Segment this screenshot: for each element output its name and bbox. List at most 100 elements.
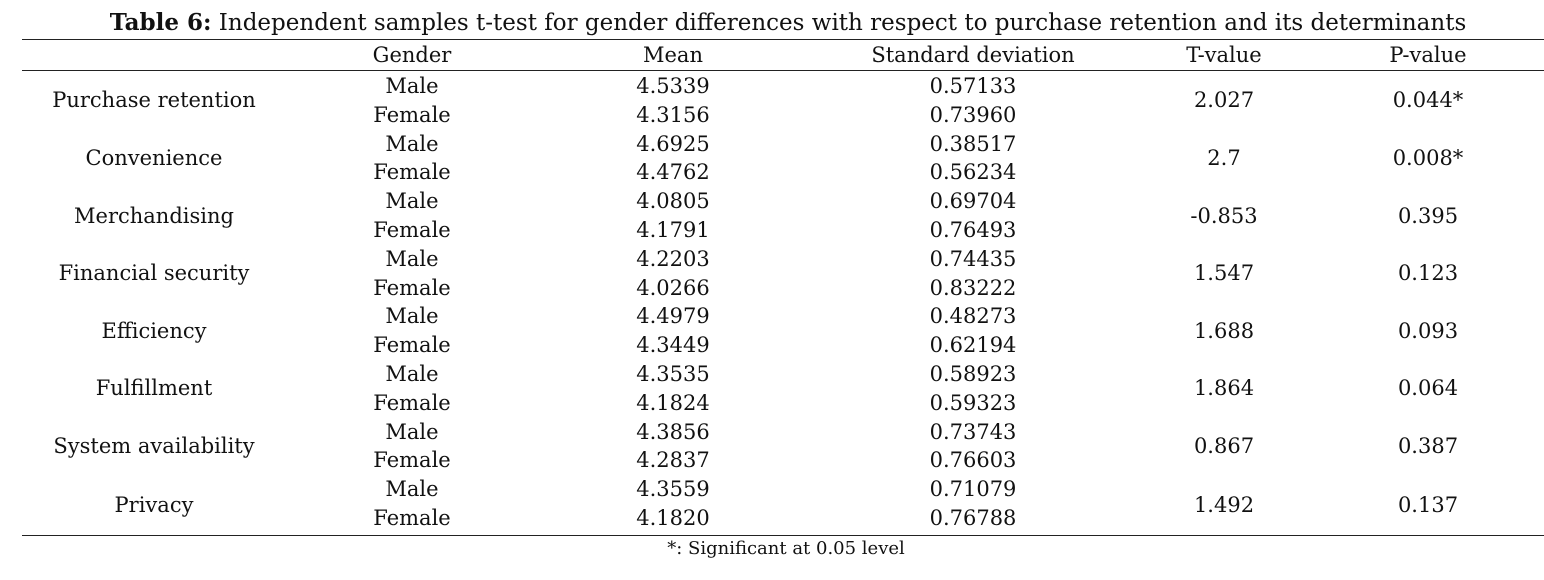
header-mean: Mean [643,43,703,67]
table-header: Gender Mean Standard deviation T-value P… [22,39,1544,71]
gender-cell: Male [385,246,439,271]
variable-label: Financial security [58,261,250,286]
gender-cell: Female [373,333,451,358]
table-row-male: Purchase retention Male 4.5339 0.57133 2.027… [22,71,1544,112]
sd-cell: 0.76788 [929,505,1017,530]
table-row-female: Female 4.3449 0.62194 [22,331,1544,360]
gender-cell: Male [385,419,439,444]
gender-cell: Male [385,74,439,98]
header-p-value: P-value [1389,43,1467,67]
mean-cell: 4.6925 [636,131,710,156]
p-value-cell: 0.137 [1397,492,1459,517]
gender-cell: Male [385,189,439,214]
table-row-male: Convenience Male 4.6925 0.38517 2.7 0.008* [22,130,1544,170]
mean-cell: 4.3449 [636,333,710,358]
gender-cell: Female [373,448,451,473]
mean-cell: 4.5339 [636,74,710,98]
p-value-cell: 0.044* [1392,88,1464,113]
p-value-cell: 0.395 [1397,203,1459,228]
t-value-cell: -0.853 [1190,203,1258,228]
gender-cell: Female [373,505,451,530]
mean-cell: 4.3535 [636,361,710,386]
gender-cell: Male [385,131,439,156]
table-row-male: Merchandising Male 4.0805 0.69704 -0.853 0.39… [22,187,1544,227]
mean-cell: 4.3559 [636,477,710,502]
table-row-male: Efficiency Male 4.4979 0.48273 1.688 0.093 [22,302,1544,342]
gender-cell: Female [373,217,451,242]
t-value-cell: 0.867 [1193,433,1255,458]
mean-cell: 4.3156 [636,102,710,127]
sd-cell: 0.73743 [929,419,1017,444]
mean-cell: 4.3856 [636,419,710,444]
p-value-cell: 0.064 [1397,376,1459,401]
t-value-cell: 1.688 [1193,318,1255,343]
table-caption: Table 6: Independent samples t-test for … [0,8,1544,38]
table-row-male: Privacy Male 4.3559 0.71079 1.492 0.137 [22,475,1544,516]
header-sd: Standard deviation [871,43,1075,67]
p-value-cell: 0.387 [1397,433,1459,458]
sd-cell: 0.59323 [929,390,1017,415]
header-gender: Gender [372,43,452,67]
variable-label: Purchase retention [52,88,256,113]
table-row-female: Female 4.1824 0.59323 [22,389,1544,418]
p-value-cell: 0.008* [1392,145,1464,170]
sd-cell: 0.76603 [929,448,1017,473]
gender-cell: Female [373,275,451,300]
mean-cell: 4.4979 [636,304,710,329]
gender-cell: Male [385,304,439,329]
sd-cell: 0.38517 [929,131,1017,156]
sd-cell: 0.73960 [929,102,1017,127]
p-value-cell: 0.093 [1397,318,1459,343]
gender-cell: Male [385,477,439,502]
header-t-value: T-value [1186,43,1262,67]
mean-cell: 4.1820 [636,505,710,530]
gender-cell: Female [373,160,451,185]
caption-text: Independent samples t-test for gender di… [211,10,1467,36]
gender-cell: Female [373,390,451,415]
table-footnote: *: Significant at 0.05 level [667,538,905,559]
t-value-cell: 1.492 [1193,492,1255,517]
sd-cell: 0.74435 [929,246,1017,271]
table-body: Purchase retention Male 4.5339 0.57133 2.027… [22,71,1544,536]
table-row-male: System availability Male 4.3856 0.73743 0.86… [22,418,1544,458]
caption-label: Table 6: [109,9,212,36]
variable-label: Merchandising [74,203,234,228]
p-value-cell: 0.123 [1397,261,1459,286]
mean-cell: 4.2837 [636,448,710,473]
variable-label: Convenience [85,145,223,170]
t-value-cell: 2.7 [1207,145,1241,170]
sd-cell: 0.71079 [929,477,1017,502]
sd-cell: 0.56234 [929,160,1017,185]
gender-cell: Female [373,102,451,127]
mean-cell: 4.1791 [636,217,710,242]
mean-cell: 4.0266 [636,275,710,300]
sd-cell: 0.57133 [929,74,1017,98]
variable-label: Fulfillment [95,376,213,401]
mean-cell: 4.1824 [636,390,710,415]
variable-label: Privacy [114,492,194,517]
table-row-female: Female 4.1820 0.76788 [22,504,1544,535]
table-row-male: Fulfillment Male 4.3535 0.58923 1.864 0.064 [22,360,1544,400]
gender-cell: Male [385,361,439,386]
table-row-female: Female 4.3156 0.73960 [22,101,1544,130]
mean-cell: 4.0805 [636,189,710,214]
t-value-cell: 1.864 [1193,376,1255,401]
sd-cell: 0.48273 [929,304,1017,329]
table-row-female: Female 4.2837 0.76603 [22,446,1544,475]
table-row-female: Female 4.1791 0.76493 [22,216,1544,245]
mean-cell: 4.4762 [636,160,710,185]
sd-cell: 0.76493 [929,217,1017,242]
table-row-male: Financial security Male 4.2203 0.74435 1.547… [22,245,1544,285]
sd-cell: 0.69704 [929,189,1017,214]
t-value-cell: 2.027 [1193,88,1255,113]
ttest-table: Gender Mean Standard deviation T-value P… [22,39,1544,536]
sd-cell: 0.58923 [929,361,1017,386]
sd-cell: 0.83222 [929,275,1017,300]
table-container: Gender Mean Standard deviation T-value P… [22,39,1544,536]
t-value-cell: 1.547 [1193,261,1255,286]
header-blank [22,40,286,71]
variable-label: System availability [53,433,255,458]
table-row-female: Female 4.0266 0.83222 [22,274,1544,303]
header-row: Gender Mean Standard deviation T-value P… [22,39,1544,71]
sd-cell: 0.62194 [929,333,1017,358]
